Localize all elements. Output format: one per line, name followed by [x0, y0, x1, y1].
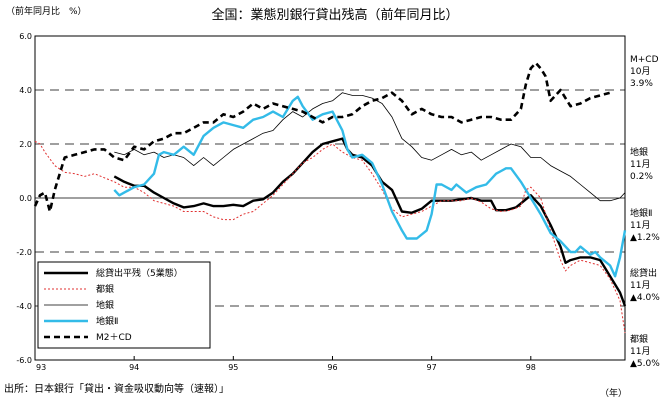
x-tick-label: 98 [526, 363, 536, 372]
y-tick-label: 2.0 [19, 140, 32, 149]
y-axis-label: （前年同月比 %） [6, 5, 87, 17]
legend-label-1: 都銀 [96, 283, 114, 295]
series-line-2 [114, 92, 626, 202]
legend-label-4: M2＋CD [96, 332, 132, 343]
annotation-togin: 都銀 11月 ▲5.0% [630, 335, 660, 369]
x-tick-label: 95 [228, 363, 238, 372]
annotation-total: 総貸出 11月 ▲4.0% [630, 269, 660, 303]
y-tick-label: 0.0 [19, 194, 32, 203]
x-tick-label: 97 [427, 363, 437, 372]
series-line-4 [33, 61, 611, 213]
y-tick-label: -4.0 [16, 302, 32, 311]
x-tick-label: 93 [36, 363, 46, 372]
legend-label-3: 地銀Ⅱ [96, 315, 118, 327]
chart-title: 全国：業態別銀行貸出残高（前年同月比） [211, 7, 458, 23]
series-lines [33, 61, 627, 334]
annotation-chigin: 地銀 11月 0.2% [630, 148, 653, 182]
annotation-chigin2: 地銀Ⅱ 11月 ▲1.2% [630, 209, 660, 243]
y-tick-label: -2.0 [16, 248, 32, 257]
y-tick-label: -6.0 [16, 356, 32, 365]
y-ticks: 6.0 4.0 2.0 0.0 -2.0 -4.0 -6.0 [16, 32, 32, 365]
x-tick-label: 96 [327, 363, 337, 372]
source-note: 出所：日本銀行「貸出・資金吸収動向等（速報）」 [4, 382, 229, 395]
x-tick-label: 94 [129, 363, 139, 372]
series-line-3 [113, 95, 627, 278]
x-ticks: 93 94 95 96 97 98 [34, 356, 536, 372]
x-axis-label: （年） [600, 387, 627, 399]
series-line-1 [34, 140, 626, 334]
legend-label-0: 総貸出平残（5業態） [96, 267, 183, 279]
annotation-m2cd: M+CD 10月 3.9% [630, 55, 659, 89]
y-tick-label: 6.0 [19, 32, 32, 41]
y-tick-label: 4.0 [19, 86, 32, 95]
legend-label-2: 地銀 [96, 299, 114, 311]
